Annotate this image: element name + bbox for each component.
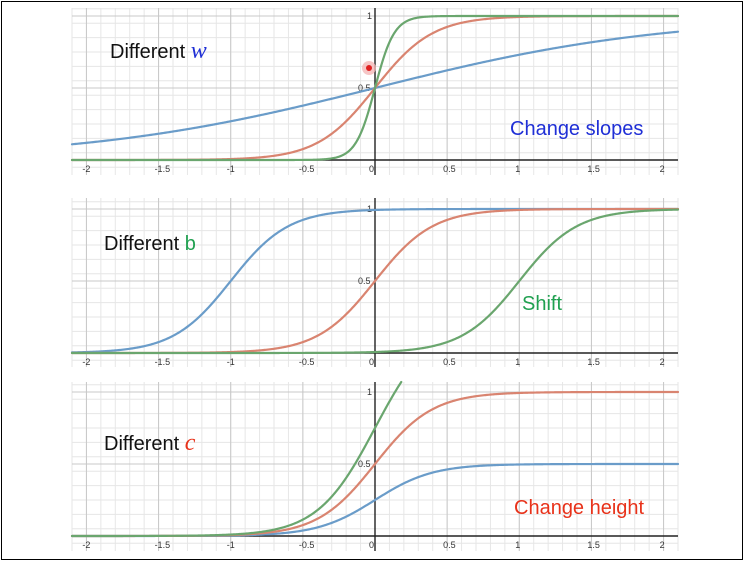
x-tick-label: -1.5 [155, 357, 171, 367]
x-tick-label: -2 [82, 164, 90, 174]
x-tick-label: 2 [660, 164, 665, 174]
x-tick-label: 0 [369, 164, 374, 174]
y-tick-label: 0.5 [358, 83, 371, 93]
x-tick-label: 0.5 [443, 540, 456, 550]
x-tick-label: -1 [227, 164, 235, 174]
series-line-green [70, 208, 680, 355]
cursor-dot-center-icon [366, 65, 372, 71]
x-tick-label: 1.5 [587, 540, 600, 550]
panel-label-variable: b [185, 233, 196, 255]
x-tick-label: -0.5 [299, 164, 315, 174]
x-tick-label: 0.5 [443, 164, 456, 174]
x-tick-label: -2 [82, 357, 90, 367]
x-tick-label: 1 [515, 540, 520, 550]
y-tick-label: 0.5 [358, 459, 371, 469]
panel-annotation: Change height [514, 497, 645, 519]
chart-panel-3: -2 -1.5 -1 -0.5 0 0.5 1 1.5 2 0.5 1 Different c Chan… [70, 380, 680, 551]
x-tick-label: -0.5 [299, 357, 315, 367]
y-tick-label: 1 [367, 387, 372, 397]
figure-border [1, 1, 743, 560]
panel-label-variable: c [185, 430, 196, 456]
y-tick-label: 1 [367, 204, 372, 214]
series-line-green [70, 14, 680, 162]
x-tick-label: 2 [660, 357, 665, 367]
x-tick-label: -1 [227, 540, 235, 550]
panel-label: Different c [104, 430, 196, 456]
panel-label-text: Different [104, 433, 185, 455]
x-tick-label: 0 [369, 540, 374, 550]
series-line-green [70, 380, 403, 538]
panel-label: Different w [110, 38, 207, 64]
panel-annotation: Change slopes [510, 118, 643, 140]
x-tick-label: 2 [660, 540, 665, 550]
x-tick-label: -1.5 [155, 540, 171, 550]
x-tick-label: 1.5 [587, 357, 600, 367]
panel-annotation: Shift [522, 293, 562, 315]
panel-label: Different b [104, 233, 196, 255]
x-tick-label: -1.5 [155, 164, 171, 174]
x-tick-label: 1 [515, 164, 520, 174]
panel-label-variable: w [191, 38, 207, 64]
x-tick-label: 1.5 [587, 164, 600, 174]
y-tick-label: 1 [367, 11, 372, 21]
x-tick-label: 0 [369, 357, 374, 367]
x-tick-label: -2 [82, 540, 90, 550]
x-tick-label: 0.5 [443, 357, 456, 367]
chart-panel-2: -2 -1.5 -1 -0.5 0 0.5 1 1.5 2 0.5 1 Different b Shif… [70, 198, 680, 367]
panel-label-text: Different [104, 233, 185, 255]
y-tick-label: 0.5 [358, 276, 371, 286]
x-tick-label: 1 [515, 357, 520, 367]
x-tick-label: -1 [227, 357, 235, 367]
x-tick-label: -0.5 [299, 540, 315, 550]
panel-label-text: Different [110, 41, 191, 63]
